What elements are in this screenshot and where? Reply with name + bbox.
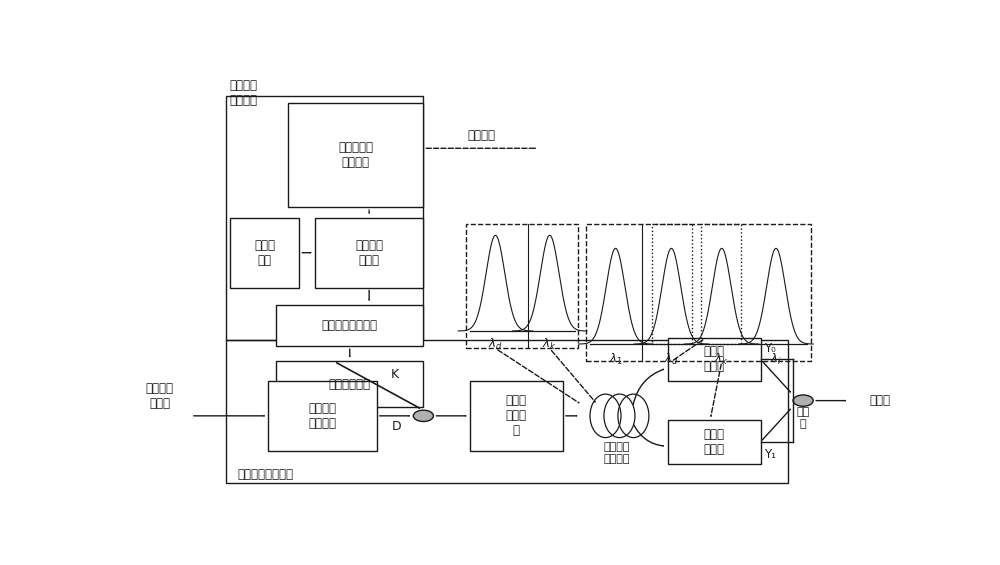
- Text: 光密文: 光密文: [869, 394, 890, 407]
- Text: 复合逻辑加密单元: 复合逻辑加密单元: [237, 468, 293, 481]
- Text: 基准时钟: 基准时钟: [468, 129, 496, 142]
- Text: 第一伪随机
码发生器: 第一伪随机 码发生器: [338, 141, 373, 169]
- Text: Y₁: Y₁: [764, 449, 776, 462]
- Text: 第一光
纤放大
器: 第一光 纤放大 器: [506, 394, 527, 437]
- Text: D: D: [391, 420, 401, 433]
- FancyBboxPatch shape: [668, 337, 761, 381]
- FancyBboxPatch shape: [230, 218, 299, 288]
- Text: $\lambda_k$: $\lambda_k$: [714, 352, 729, 367]
- Text: $\lambda_i$: $\lambda_i$: [770, 352, 782, 367]
- Text: 第二可调
谐衰减器: 第二可调 谐衰减器: [309, 402, 337, 430]
- Text: 第一可调谐衰减器: 第一可调谐衰减器: [322, 319, 378, 332]
- Text: $\lambda_d$: $\lambda_d$: [488, 337, 503, 351]
- Text: 随机密钥: 随机密钥: [230, 79, 258, 92]
- Text: 第一电光
调制器: 第一电光 调制器: [355, 238, 383, 267]
- Text: $\lambda_1$: $\lambda_1$: [609, 352, 623, 367]
- Text: 耦合
器: 耦合 器: [796, 407, 810, 429]
- Text: $\lambda_d$: $\lambda_d$: [664, 352, 679, 367]
- Text: 第一光延时线: 第一光延时线: [329, 378, 371, 391]
- Text: 生成单元: 生成单元: [230, 94, 258, 107]
- Text: Y₀: Y₀: [764, 342, 776, 355]
- FancyBboxPatch shape: [668, 420, 761, 464]
- FancyBboxPatch shape: [315, 218, 423, 288]
- FancyBboxPatch shape: [470, 381, 563, 451]
- Circle shape: [413, 410, 433, 421]
- FancyBboxPatch shape: [276, 362, 423, 407]
- Text: 第二光
滤波器: 第二光 滤波器: [704, 428, 724, 456]
- FancyBboxPatch shape: [288, 103, 423, 207]
- Text: $\lambda_k$: $\lambda_k$: [542, 337, 557, 351]
- Text: 超高速全
光数据: 超高速全 光数据: [146, 383, 174, 410]
- FancyBboxPatch shape: [276, 305, 423, 346]
- FancyBboxPatch shape: [268, 381, 377, 451]
- Text: 第一高非
线性光纤: 第一高非 线性光纤: [604, 442, 630, 464]
- Text: 第一激
光器: 第一激 光器: [254, 238, 275, 267]
- Circle shape: [793, 395, 813, 406]
- Text: K: K: [391, 368, 399, 381]
- Text: 第一光
滤波器: 第一光 滤波器: [704, 345, 724, 373]
